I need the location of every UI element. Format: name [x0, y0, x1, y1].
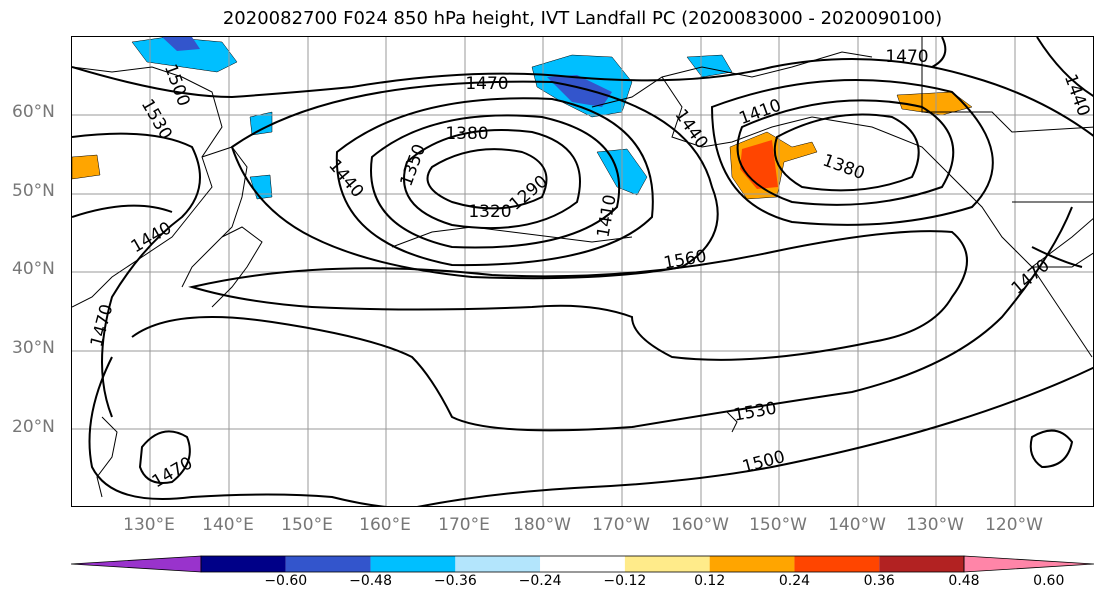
contour-1440-east: [710, 79, 994, 226]
lat-label: 30°N: [12, 338, 55, 358]
colorbar-segment: [879, 556, 964, 572]
colorbar-extend-low: [71, 555, 202, 573]
lat-label: 20°N: [12, 417, 55, 437]
colorbar-segment: [624, 556, 710, 572]
colorbar-segments: [71, 555, 1094, 573]
colorbar-tick-label: 0.24: [778, 573, 811, 589]
contour-1350: [403, 129, 581, 230]
shading-orange-canada: [896, 91, 973, 116]
map-panel: 1470 1500 1530 1380 1350 1320 1290 1440 …: [71, 36, 1094, 507]
contour-1530-b: [131, 206, 1073, 432]
colorbar-tick-label: 0.12: [694, 573, 726, 589]
contour-1470-se: [1029, 429, 1074, 469]
contour-label: 1350: [397, 142, 431, 189]
colorbar-segment: [370, 556, 456, 572]
lon-label: 130°E: [123, 515, 175, 535]
contour-1410-east: [736, 99, 955, 206]
contour-label: 1530: [732, 398, 778, 425]
contour-1320: [426, 148, 548, 210]
lon-label: 140°E: [202, 515, 254, 535]
contour-label: 1290: [506, 172, 552, 215]
contour-1440: [230, 80, 719, 280]
lon-label: 130°W: [906, 515, 964, 535]
contour-label: 1470: [149, 453, 196, 492]
contour-label: 1440: [324, 156, 367, 202]
contour-1530: [72, 204, 173, 218]
colorbar-extend-high: [963, 555, 1094, 573]
contour-label: 1410: [593, 193, 620, 239]
colorbar-tick-label: −0.48: [349, 573, 392, 589]
contour-1470: [72, 58, 1093, 137]
shading-blue-north: [686, 54, 733, 78]
colorbar-outline: [200, 555, 965, 573]
colorbar-tick-label: −0.60: [264, 573, 308, 589]
lon-label: 170°W: [592, 515, 650, 535]
colorbar-tick-label: −0.24: [518, 573, 562, 589]
shading-blue-japan2: [249, 174, 273, 200]
colorbar-segment: [709, 556, 795, 572]
contour-1470-sw: [138, 430, 191, 484]
shading-orange-west: [72, 154, 101, 180]
lat-label: 60°N: [12, 102, 55, 122]
lon-label: 160°W: [671, 515, 729, 535]
map-canvas: 1470 1500 1530 1380 1350 1320 1290 1440 …: [72, 37, 1094, 506]
colorbar-tick-label: 0.48: [948, 573, 980, 589]
colorbar: [71, 555, 1094, 573]
contour-1380-east: [773, 113, 920, 192]
contour-label: 1440: [670, 106, 711, 153]
contour-label: 1410: [737, 96, 784, 130]
lat-label: 40°N: [12, 259, 55, 279]
contour-label: 1320: [468, 202, 511, 222]
contour-1560: [188, 230, 968, 361]
colorbar-segment: [285, 556, 371, 572]
contour-label: 1380: [445, 124, 488, 144]
lon-label: 170°E: [438, 515, 490, 535]
height-contours: [72, 37, 1093, 506]
contour-label: 1470: [87, 302, 118, 349]
contour-1500-c: [417, 366, 1093, 506]
colorbar-tick-label: 0.36: [863, 573, 895, 589]
colorbar-tick-label: −0.36: [433, 573, 477, 589]
contour-label: 1500: [160, 62, 194, 109]
contour-1440-ne: [1036, 37, 1093, 97]
contour-label: 1500: [740, 447, 787, 478]
contour-1470-ne: [931, 37, 947, 68]
lon-label: 160°E: [359, 515, 411, 535]
colorbar-segment: [540, 556, 625, 572]
lon-label: 140°W: [828, 515, 886, 535]
contour-label: 1470: [465, 74, 508, 94]
contour-label: 1440: [1060, 72, 1094, 119]
contour-1380: [370, 114, 621, 249]
contour-1500: [72, 132, 201, 418]
lon-label: 180°W: [513, 515, 571, 535]
lon-label: 120°W: [985, 515, 1043, 535]
colorbar-tick-label: −0.12: [603, 573, 647, 589]
shading-darkblue-nw: [162, 37, 200, 51]
lon-label: 150°W: [749, 515, 807, 535]
colorbar-tick-label: 0.60: [1033, 573, 1065, 589]
contour-label-1440-west: 1440: [128, 218, 175, 257]
shading-blue-japan: [249, 111, 273, 136]
lon-label: 150°E: [281, 515, 333, 535]
colorbar-segment: [794, 556, 880, 572]
map-title: 2020082700 F024 850 hPa height, IVT Land…: [222, 8, 943, 29]
coastlines: [72, 37, 1093, 498]
colorbar-segment: [201, 556, 286, 572]
lat-label: 50°N: [12, 181, 55, 201]
colorbar-segment: [455, 556, 541, 572]
contour-1410-a: [335, 97, 654, 267]
contour-label: 1470: [885, 47, 928, 67]
contour-label: 1380: [820, 151, 867, 185]
contour-label: 1530: [137, 96, 176, 143]
contour-1470-e: [1031, 246, 1083, 268]
shading-darkblue-okhotsk: [547, 75, 612, 107]
contour-1500-b: [88, 356, 388, 506]
